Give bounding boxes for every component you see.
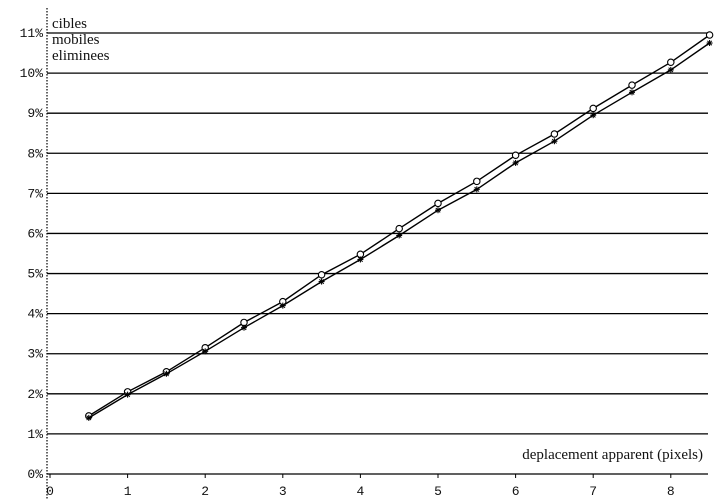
y-tick-label-3: 3% bbox=[27, 347, 43, 362]
x-axis-label: deplacement apparent (pixels) bbox=[522, 447, 703, 463]
y-axis-label-line: mobiles bbox=[52, 32, 100, 48]
x-tick-label-8: 8 bbox=[667, 484, 675, 499]
data-point-circle bbox=[473, 177, 481, 186]
data-point-star bbox=[318, 278, 325, 285]
x-tick-labels: 0 1 2 3 4 5 6 7 8 bbox=[46, 474, 675, 499]
data-point-star bbox=[163, 370, 170, 377]
y-tick-label-5: 5% bbox=[27, 267, 43, 282]
data-point-star bbox=[629, 89, 635, 96]
data-point-star bbox=[706, 40, 713, 47]
data-point-circle bbox=[589, 104, 597, 113]
x-tick-label-0: 0 bbox=[46, 484, 54, 499]
data-point-star bbox=[473, 186, 480, 193]
data-point-star bbox=[85, 414, 92, 421]
data-point-star bbox=[435, 207, 441, 214]
data-point-star bbox=[512, 159, 519, 166]
data-point-star bbox=[241, 324, 247, 331]
y-tick-label-0: 0% bbox=[27, 467, 43, 482]
data-point-star bbox=[590, 112, 597, 119]
x-tick-label-7: 7 bbox=[589, 484, 597, 499]
data-point-circle bbox=[434, 199, 442, 208]
y-tick-label-2: 2% bbox=[27, 387, 43, 402]
x-tick-label-4: 4 bbox=[356, 484, 364, 499]
data-point-star bbox=[357, 256, 364, 263]
x-tick-label-5: 5 bbox=[434, 484, 442, 499]
grid-lines bbox=[46, 8, 708, 499]
data-point-star bbox=[279, 302, 286, 309]
y-tick-label-7: 7% bbox=[27, 186, 43, 201]
y-tick-label-10: 10% bbox=[20, 66, 44, 81]
data-point-circle bbox=[667, 58, 675, 67]
data-point-circle bbox=[395, 224, 403, 233]
data-point-circle bbox=[550, 130, 559, 138]
y-tick-label-6: 6% bbox=[27, 226, 43, 241]
data-point-star bbox=[202, 348, 209, 355]
series-group bbox=[85, 31, 714, 421]
x-tick-label-3: 3 bbox=[279, 484, 287, 499]
data-point-circle bbox=[317, 270, 326, 279]
data-point-circle bbox=[628, 81, 636, 89]
data-point-circle bbox=[705, 31, 714, 39]
data-point-star bbox=[667, 66, 674, 73]
data-point-star bbox=[396, 232, 403, 239]
data-point-star bbox=[124, 391, 131, 398]
x-tick-label-6: 6 bbox=[512, 484, 520, 499]
y-tick-labels: 0% 1% 2% 3% 4% 5% 6% 7% 8% 9% 10% 11% bbox=[20, 26, 44, 482]
data-point-star bbox=[551, 138, 558, 145]
y-axis-label-line: eliminees bbox=[52, 48, 110, 64]
x-tick-label-1: 1 bbox=[124, 484, 132, 499]
y-tick-label-11: 11% bbox=[20, 26, 44, 41]
y-tick-label-9: 9% bbox=[27, 106, 43, 121]
y-tick-label-1: 1% bbox=[27, 427, 43, 442]
y-tick-label-8: 8% bbox=[27, 146, 43, 161]
data-point-circle bbox=[511, 151, 520, 160]
y-axis-label-line: cibles bbox=[52, 16, 87, 32]
x-tick-label-2: 2 bbox=[201, 484, 209, 499]
y-tick-label-4: 4% bbox=[27, 307, 43, 322]
